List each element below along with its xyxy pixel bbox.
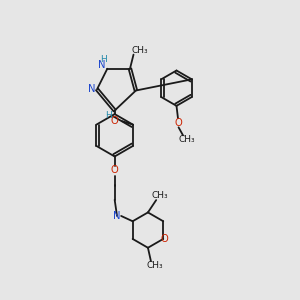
Text: O: O (111, 116, 119, 126)
Text: H: H (100, 56, 107, 64)
Text: O: O (161, 234, 169, 244)
Text: CH₃: CH₃ (152, 191, 169, 200)
Text: N: N (98, 60, 106, 70)
Text: H: H (105, 111, 112, 120)
Text: N: N (113, 211, 121, 221)
Text: O: O (111, 165, 119, 175)
Text: O: O (175, 118, 182, 128)
Text: CH₃: CH₃ (132, 46, 148, 55)
Text: CH₃: CH₃ (146, 261, 163, 270)
Text: N: N (88, 84, 95, 94)
Text: CH₃: CH₃ (178, 135, 195, 144)
